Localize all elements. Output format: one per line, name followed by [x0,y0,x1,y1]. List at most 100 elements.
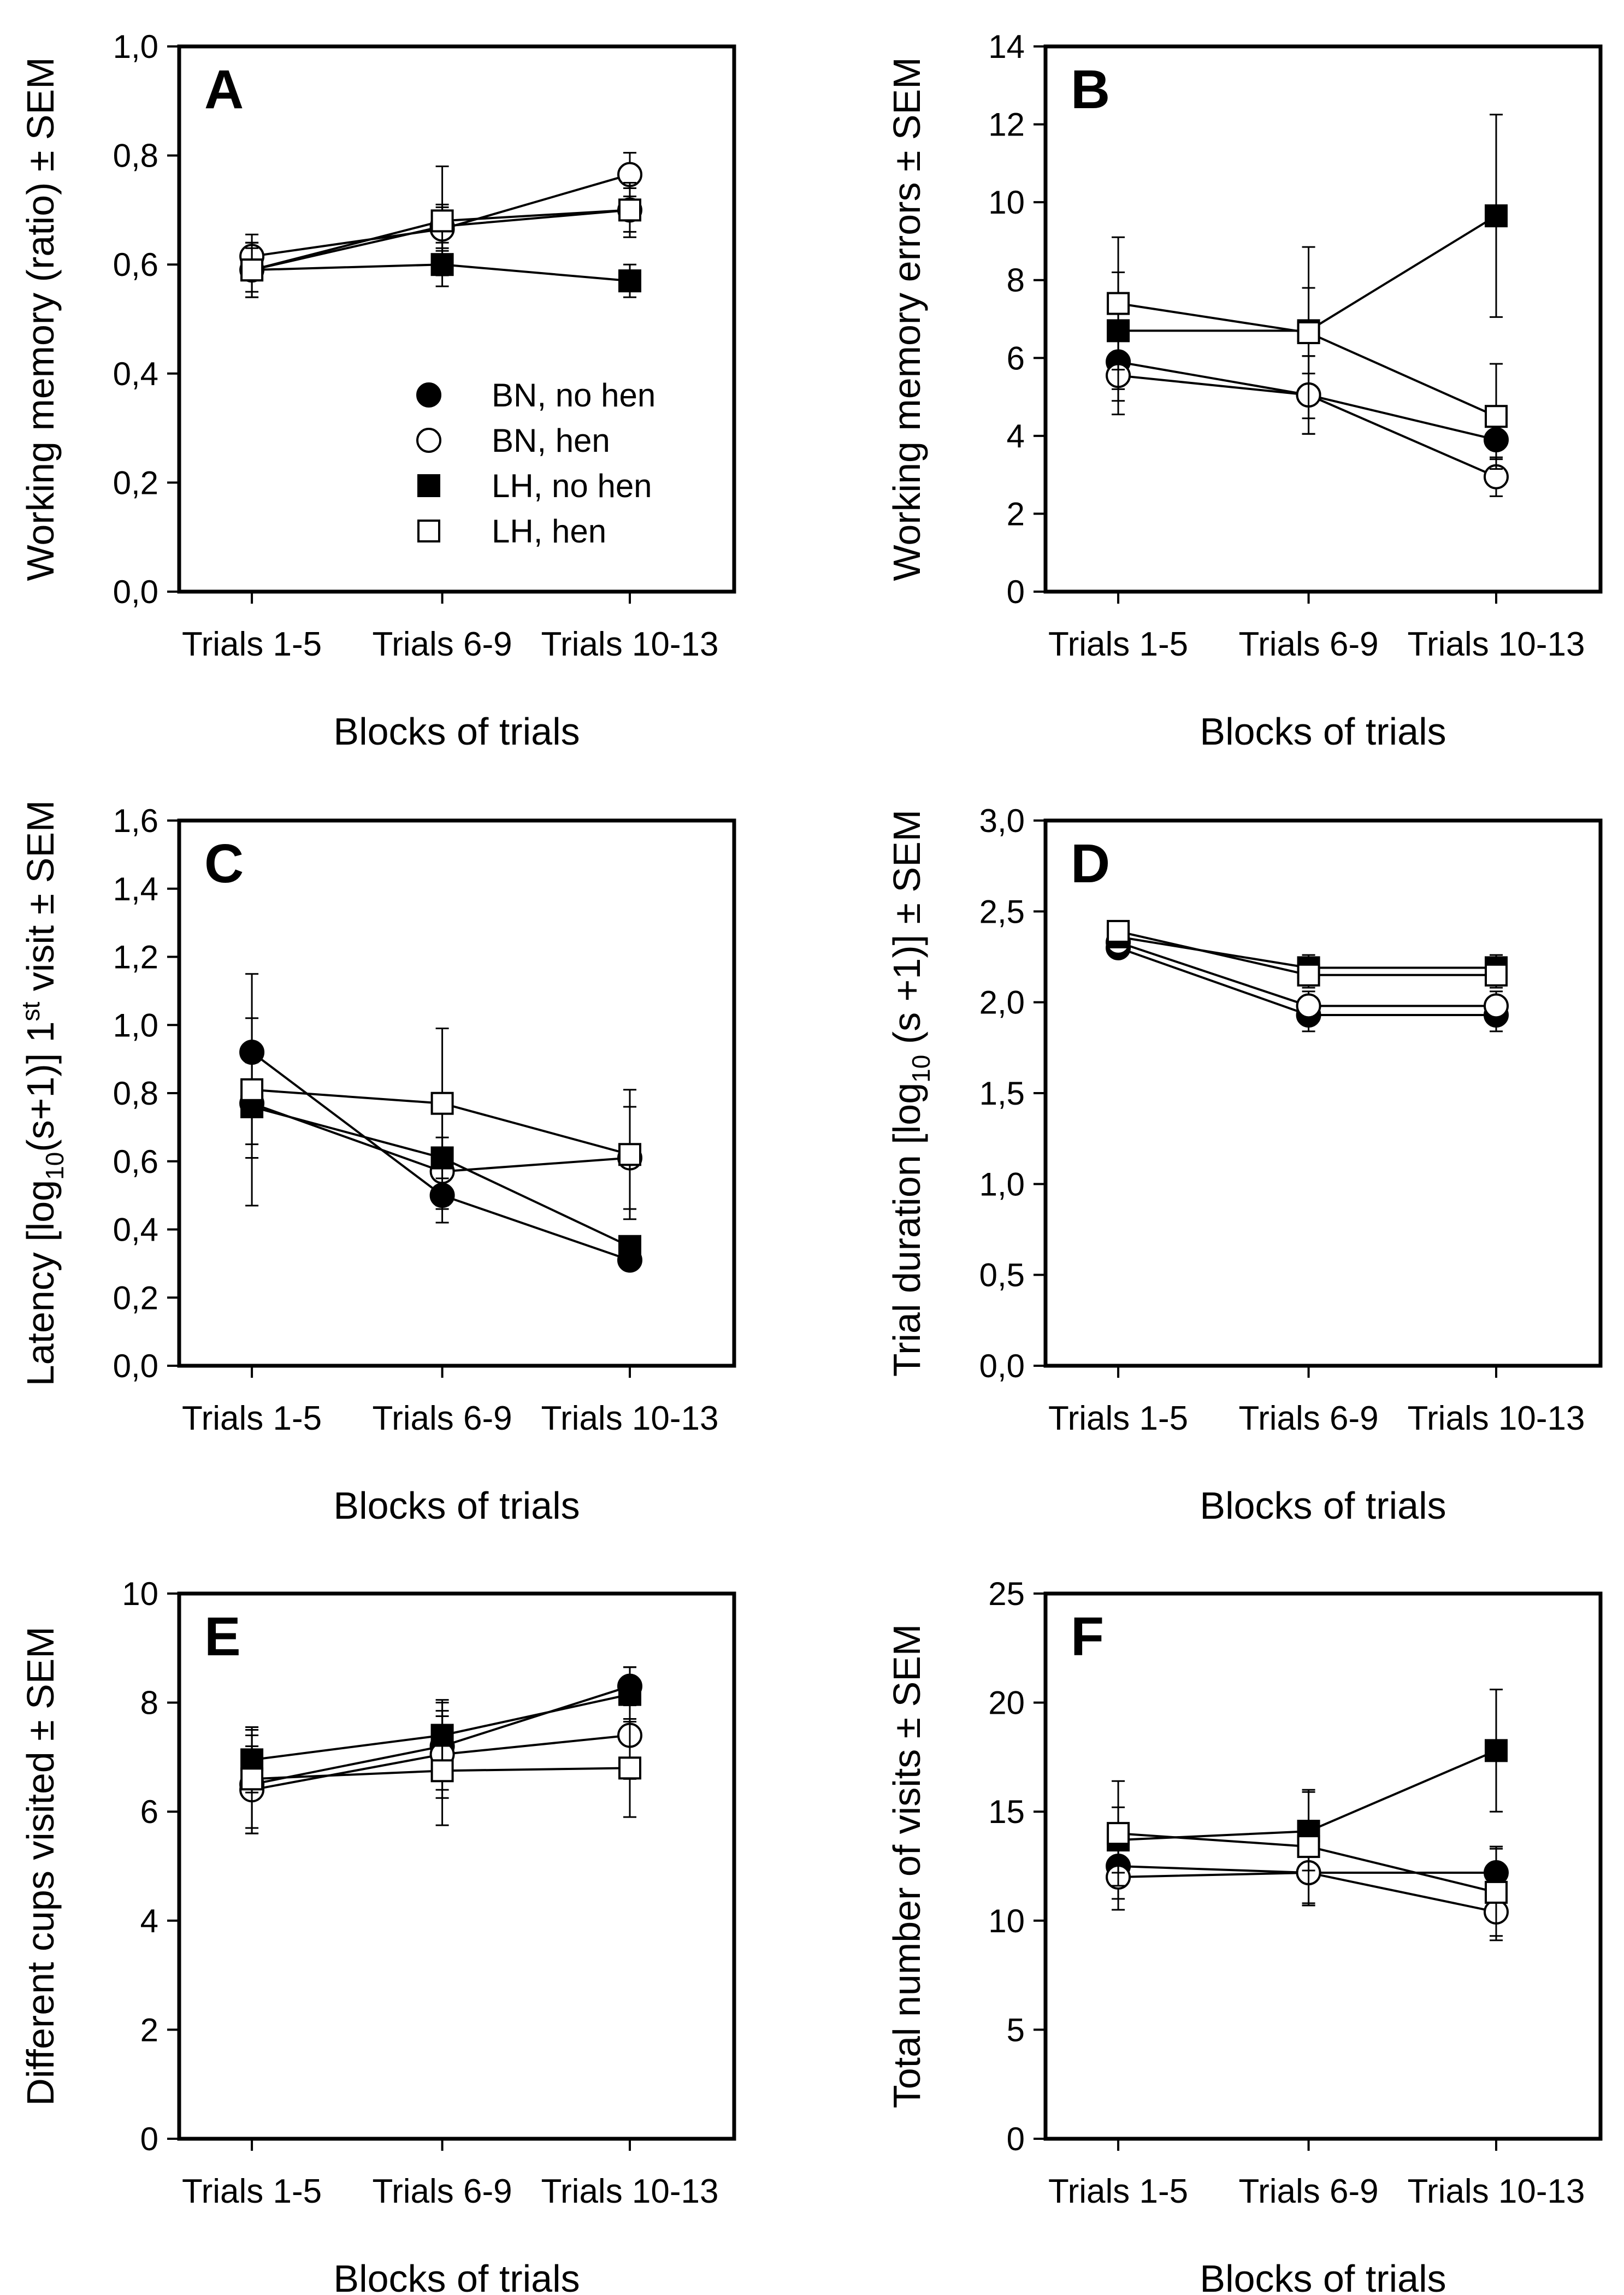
data-point [1107,1822,1130,1845]
panel-letter: D [1071,833,1110,894]
y-tick-label: 0,5 [979,1257,1025,1294]
plot-frame [177,44,736,594]
data-point [1483,993,1509,1019]
x-tick-label: Trials 1-5 [182,1400,322,1437]
y-tick-label: 0,6 [113,1143,158,1180]
x-axis-label: Blocks of trials [333,710,580,753]
x-tick-label: Trials 1-5 [1048,2173,1188,2210]
legend-label: BN, no hen [492,377,655,414]
y-tick-label: 20 [988,1685,1025,1721]
y-tick-label: 15 [988,1793,1025,1830]
data-point [1297,1835,1320,1859]
y-tick-label: 10 [988,184,1025,221]
y-tick-label: 1,0 [979,1166,1025,1202]
series-lh-hen [240,166,641,298]
y-tick-label: 1,4 [113,871,158,907]
legend-marker [417,474,440,497]
x-tick-label: Trials 1-5 [1048,626,1188,663]
x-axis-label: Blocks of trials [1200,710,1446,753]
y-tick-label: 8 [1007,262,1025,299]
x-tick-label: Trials 10-13 [1407,1400,1585,1437]
data-point [240,1078,264,1101]
x-tick-label: Trials 10-13 [1407,2173,1585,2210]
panel-letter: E [204,1606,241,1667]
data-point [1107,919,1130,943]
legend-label: BN, hen [492,422,610,459]
legend-marker [417,520,440,542]
y-tick-label: 2,0 [979,984,1025,1021]
data-point [1296,993,1321,1019]
y-tick-label: 10 [988,1903,1025,1939]
legend-marker [416,382,441,408]
data-point [1484,1739,1508,1762]
y-tick-label: 6 [1007,340,1025,376]
y-axis-label-text: Different cups visited ± SEM [19,1626,62,2105]
panel-letter: C [204,833,244,894]
y-tick-label: 2 [140,2011,158,2048]
y-axis-label: Different cups visited ± SEM [19,1626,62,2105]
legend: BN, no hen BN, hen LH, no hen LH, hen [416,377,655,550]
data-point [430,209,454,233]
series-lh-hen [240,973,641,1220]
x-axis-label: Blocks of trials [333,2257,580,2295]
y-tick-label: 14 [988,28,1025,65]
x-tick-label: Trials 6-9 [373,1400,512,1437]
x-tick-label: Trials 1-5 [182,626,322,663]
x-tick-label: Trials 10-13 [541,2173,718,2210]
y-axis-label: Working memory errors ± SEM [885,57,928,581]
y-axis-label-text: Working memory errors ± SEM [885,57,928,581]
x-tick-label: Trials 10-13 [541,626,718,663]
plot-frame [1043,44,1603,594]
y-tick-label: 0,8 [113,138,158,174]
y-tick-label: 0,8 [113,1075,158,1112]
y-tick-label: 5 [1007,2011,1025,2048]
y-axis-label: Working memory (ratio) ± SEM [19,57,62,581]
data-point [618,1143,641,1166]
data-point [618,1756,641,1780]
series-lh-hen [1107,919,1508,989]
x-tick-label: Trials 6-9 [1239,626,1379,663]
y-tick-label: 0,2 [113,1279,158,1316]
y-axis-label-text: Working memory (ratio) ± SEM [19,57,62,581]
x-tick-label: Trials 1-5 [182,2173,322,2210]
y-tick-label: 3,0 [979,803,1025,839]
y-tick-label: 4 [1007,418,1025,455]
x-tick-label: Trials 6-9 [1239,1400,1379,1437]
y-tick-label: 25 [988,1576,1025,1612]
data-point [1484,204,1508,228]
y-tick-label: 0,4 [113,1212,158,1248]
y-tick-label: 8 [140,1685,158,1721]
panel-b: 0 2 4 6 8 10 12 14 Trials 1-5 Trials 6-9 Trials 10… [885,28,1603,753]
y-tick-label: 10 [122,1576,158,1612]
y-axis-label-subscript: 10 [907,1055,935,1083]
y-tick-label: 0 [140,2121,158,2157]
y-tick-label: 0,0 [113,1348,158,1384]
legend-label: LH, hen [492,513,606,550]
x-tick-label: Trials 1-5 [1048,1400,1188,1437]
y-tick-label: 2 [1007,495,1025,532]
y-axis-label-text: Total number of visits ± SEM [885,1624,928,2108]
y-tick-label: 1,6 [113,803,158,839]
x-axis-label: Blocks of trials [1200,1484,1446,1527]
data-point [618,269,641,293]
plot-frame [1043,1591,1603,2141]
panel-letter: F [1071,1606,1104,1667]
series-lh-hen [240,1715,641,1829]
y-tick-label: 12 [988,107,1025,143]
y-tick-label: 1,5 [979,1075,1025,1112]
panel-letter: A [204,59,244,120]
y-tick-label: 0,4 [113,356,158,392]
data-point [1484,963,1508,987]
data-point [618,1235,641,1258]
y-tick-label: 0,0 [979,1348,1025,1384]
y-axis-label-text: visit ± SEM [19,800,62,1002]
panel-letter: B [1071,59,1110,120]
series-lh-hen [1107,1780,1508,1937]
panel-f: 0 5 10 15 20 25 Trials 1-5 Trials 6-9 Trials 10-… [885,1576,1603,2295]
y-axis-label-text: Trial duration [log [885,1083,928,1377]
legend-marker [416,428,441,453]
data-point [430,1759,454,1783]
data-point [1297,963,1320,987]
